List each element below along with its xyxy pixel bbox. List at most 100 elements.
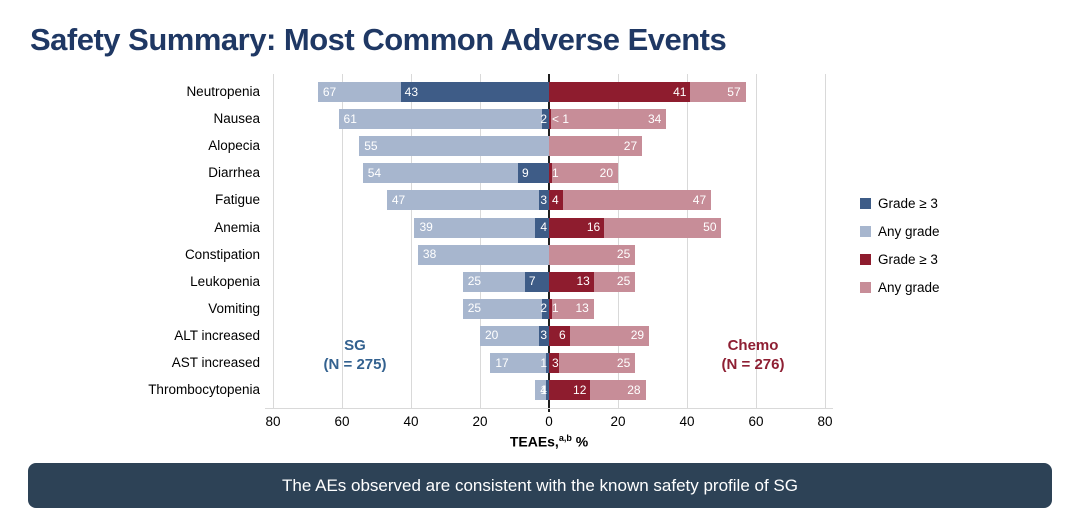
- row-label-neutropenia: Neutropenia: [186, 84, 260, 99]
- chemo-group-name: Chemo: [727, 337, 779, 354]
- row-label-nausea: Nausea: [213, 111, 260, 127]
- value-sg-any: 25: [467, 301, 482, 316]
- bar-chemo-any: [569, 325, 650, 346]
- legend-swatch-chemo_any: [860, 282, 871, 293]
- bar-sg-grade3: [400, 82, 549, 102]
- value-chemo-grade3: 16: [586, 220, 601, 234]
- value-chemo-any: 50: [703, 220, 717, 234]
- bar-chemo-grade3: [549, 217, 605, 238]
- x-tick-60: 60: [334, 414, 350, 429]
- bar-sg-any: [359, 136, 549, 157]
- legend-item-chemo_grade3: Grade ≥ 3: [860, 252, 938, 267]
- value-sg-any: 25: [467, 274, 482, 289]
- bar-sg-any: [338, 109, 543, 130]
- value-chemo-grade3: 13: [576, 274, 590, 289]
- bar-chemo-any: [593, 271, 636, 292]
- value-chemo-any: 20: [599, 165, 613, 180]
- bar-sg-any: [362, 163, 518, 184]
- value-chemo-any: 25: [616, 355, 631, 370]
- legend-item-sg_any: Any grade: [860, 224, 940, 239]
- value-chemo-grade3: < 1: [552, 111, 570, 126]
- bar-sg-grade3: [538, 190, 549, 211]
- bar-chemo-any: [690, 82, 746, 102]
- value-chemo-grade3: 12: [573, 382, 587, 397]
- bar-chemo-any: [562, 190, 712, 211]
- row-label-diarrhea: Diarrhea: [208, 165, 260, 181]
- footer-banner-text: The AEs observed are consistent with the…: [282, 475, 798, 495]
- bar-sg-grade3: [545, 353, 549, 373]
- gridline-80: [272, 74, 274, 408]
- bar-chemo-grade3: [549, 82, 691, 102]
- value-sg-any: 38: [422, 247, 437, 262]
- bar-chemo-any: [552, 163, 618, 184]
- bar-chemo-grade3: [549, 190, 563, 211]
- legend-label-chemo_grade3: Grade ≥ 3: [878, 252, 938, 267]
- value-chemo-any: 13: [575, 301, 589, 316]
- page-title: Safety Summary: Most Common Adverse Even…: [30, 22, 727, 57]
- bar-chemo-any: [549, 244, 636, 265]
- sg-group-name: SG: [344, 337, 366, 354]
- legend-swatch-sg_grade3: [860, 198, 871, 209]
- bar-sg-grade3: [542, 109, 549, 130]
- row-label-ast-increased: AST increased: [171, 355, 260, 370]
- bar-sg-any: [317, 82, 401, 102]
- chemo-group-n: (N = 276): [721, 356, 785, 373]
- sg-group-n: (N = 275): [323, 356, 387, 373]
- x-axis-baseline: [265, 408, 833, 409]
- row-label-thrombocytopenia: Thrombocytopenia: [148, 382, 260, 398]
- legend-swatch-chemo_grade3: [860, 254, 871, 265]
- bar-chemo-grade3: [549, 109, 551, 130]
- bar-sg-any: [535, 380, 546, 401]
- gridline-40: [410, 74, 412, 408]
- value-sg-grade3: 2: [540, 301, 547, 316]
- value-sg-any: 67: [322, 84, 337, 99]
- footer-banner: The AEs observed are consistent with the…: [28, 463, 1052, 508]
- value-chemo-grade3: 3: [552, 355, 559, 370]
- bar-sg-grade3: [517, 163, 549, 184]
- value-chemo-any: 25: [616, 274, 631, 289]
- value-chemo-grade3: 4: [552, 192, 559, 207]
- value-chemo-grade3: 6: [559, 328, 566, 343]
- value-sg-grade3: 2: [540, 111, 547, 126]
- sg-group-annotation: SG (N = 275): [285, 336, 425, 374]
- value-sg-any: 54: [367, 165, 382, 180]
- bar-sg-any: [462, 298, 543, 319]
- value-sg-any: 61: [343, 111, 357, 126]
- row-label-alopecia: Alopecia: [208, 138, 260, 154]
- value-sg-grade3: 1: [540, 382, 547, 397]
- bar-sg-any: [417, 244, 549, 265]
- bar-chemo-grade3: [549, 163, 553, 184]
- value-sg-any: 4: [540, 382, 547, 397]
- bar-sg-any: [480, 325, 539, 346]
- bar-chemo-any: [590, 380, 646, 401]
- value-sg-any: 39: [419, 220, 433, 234]
- x-tick-40: 40: [403, 414, 419, 429]
- gridline-60: [755, 74, 757, 408]
- legend: Grade ≥ 3 Any grade Grade ≥ 3 Any grade: [860, 196, 1040, 316]
- value-chemo-grade3: 1: [552, 165, 559, 180]
- x-tick-20: 20: [610, 414, 626, 429]
- x-tick-20: 20: [472, 414, 488, 429]
- value-chemo-grade3: 41: [673, 84, 687, 99]
- legend-label-sg_any: Any grade: [878, 224, 940, 239]
- x-tick-40: 40: [679, 414, 695, 429]
- gridline-20: [617, 74, 619, 408]
- value-sg-any: 20: [485, 328, 499, 343]
- legend-item-chemo_any: Any grade: [860, 280, 940, 295]
- bar-sg-grade3: [545, 380, 549, 401]
- bar-sg-any: [490, 353, 546, 373]
- value-chemo-any: 34: [647, 111, 662, 126]
- bar-chemo-grade3: [549, 380, 591, 401]
- legend-label-chemo_any: Any grade: [878, 280, 940, 295]
- row-label-anemia: Anemia: [214, 219, 260, 235]
- value-chemo-grade3: 1: [552, 301, 559, 316]
- x-axis-title-text: TEAEs,: [509, 433, 559, 450]
- bar-chemo-any: [559, 353, 636, 373]
- bar-chemo-any: [550, 109, 667, 130]
- value-sg-grade3: 3: [540, 192, 547, 207]
- value-chemo-any: 47: [692, 192, 707, 207]
- bar-chemo-any: [604, 217, 722, 238]
- value-sg-any: 17: [495, 355, 509, 370]
- value-chemo-any: 28: [627, 382, 641, 397]
